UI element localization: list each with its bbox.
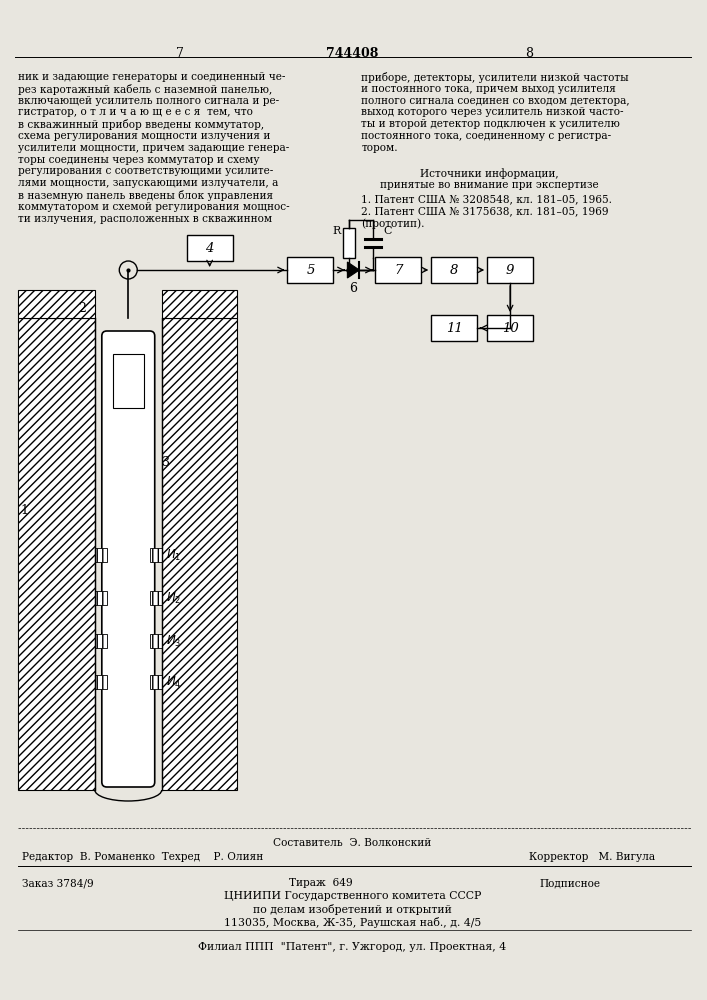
Text: включающей усилитель полного сигнала и ре-: включающей усилитель полного сигнала и р…	[18, 96, 279, 106]
Bar	[431, 257, 477, 283]
Polygon shape	[347, 262, 359, 278]
Bar	[113, 354, 144, 408]
Text: ник и задающие генераторы и соединенный че-: ник и задающие генераторы и соединенный …	[18, 72, 286, 82]
Text: 2. Патент США № 3175638, кл. 181–05, 1969: 2. Патент США № 3175638, кл. 181–05, 196…	[361, 206, 609, 216]
Text: $И_3$: $И_3$	[165, 633, 181, 649]
Text: 9: 9	[506, 263, 514, 276]
FancyBboxPatch shape	[102, 331, 155, 787]
Text: Филиал ППП  "Патент", г. Ужгород, ул. Проектная, 4: Филиал ППП "Патент", г. Ужгород, ул. Про…	[198, 942, 506, 952]
Text: коммутатором и схемой регулирования мощнос-: коммутатором и схемой регулирования мощн…	[18, 202, 290, 212]
Bar	[95, 675, 107, 689]
Text: Редактор  В. Романенко  Техред    Р. Олиян: Редактор В. Романенко Техред Р. Олиян	[22, 852, 263, 862]
Bar	[150, 675, 162, 689]
Text: Источники информации,: Источники информации,	[420, 168, 559, 179]
Text: 4: 4	[206, 241, 214, 254]
Bar	[187, 235, 233, 261]
Text: 10: 10	[502, 322, 518, 334]
Text: 8: 8	[450, 263, 458, 276]
Text: 744408: 744408	[326, 47, 378, 60]
Text: 8: 8	[525, 47, 533, 60]
Text: 113035, Москва, Ж-35, Раушская наб., д. 4/5: 113035, Москва, Ж-35, Раушская наб., д. …	[223, 917, 481, 928]
Text: (прототип).: (прототип).	[361, 218, 425, 229]
Bar	[162, 318, 237, 790]
Text: R: R	[332, 226, 340, 236]
Bar	[375, 257, 421, 283]
Bar	[487, 315, 533, 341]
Text: по делам изобретений и открытий: по делам изобретений и открытий	[253, 904, 452, 915]
Text: 1: 1	[20, 504, 28, 516]
Bar	[18, 318, 95, 790]
Text: постоянного тока, соединенному с регистра-: постоянного тока, соединенному с регистр…	[361, 131, 612, 141]
Bar	[150, 634, 162, 648]
Bar	[95, 548, 107, 562]
Text: Подписное: Подписное	[539, 878, 600, 888]
Text: гистратор, о т л и ч а ю щ е е с я  тем, что: гистратор, о т л и ч а ю щ е е с я тем, …	[18, 107, 253, 117]
Text: 2: 2	[78, 302, 86, 314]
Text: $И_2$: $И_2$	[165, 590, 181, 606]
Text: 11: 11	[446, 322, 462, 334]
Text: Составитель  Э. Волконский: Составитель Э. Волконский	[273, 838, 431, 848]
Text: схема регулирования мощности излучения и: схема регулирования мощности излучения и	[18, 131, 270, 141]
Text: Заказ 3784/9: Заказ 3784/9	[22, 878, 93, 888]
Text: регулирования с соответствующими усилите-: регулирования с соответствующими усилите…	[18, 166, 273, 176]
Text: и постоянного тока, причем выход усилителя: и постоянного тока, причем выход усилите…	[361, 84, 617, 94]
Text: 7: 7	[176, 47, 184, 60]
Text: полного сигнала соединен со входом детектора,: полного сигнала соединен со входом детек…	[361, 96, 630, 106]
Text: ти излучения, расположенных в скважинном: ти излучения, расположенных в скважинном	[18, 214, 272, 224]
Bar	[344, 228, 356, 258]
Text: C: C	[383, 226, 392, 236]
Bar	[95, 591, 107, 605]
Bar	[431, 315, 477, 341]
Text: 5: 5	[306, 263, 315, 276]
Text: рез каротажный кабель с наземной панелью,: рез каротажный кабель с наземной панелью…	[18, 84, 272, 95]
Bar	[162, 290, 237, 318]
Text: 6: 6	[349, 282, 357, 295]
Text: ты и второй детектор подключен к усилителю: ты и второй детектор подключен к усилите…	[361, 119, 620, 129]
Bar	[150, 591, 162, 605]
Text: торы соединены через коммутатор и схему: торы соединены через коммутатор и схему	[18, 155, 259, 165]
Text: в скважинный прибор введены коммутатор,: в скважинный прибор введены коммутатор,	[18, 119, 264, 130]
Bar	[288, 257, 334, 283]
Bar	[95, 634, 107, 648]
Bar	[487, 257, 533, 283]
Text: принятые во внимание при экспертизе: принятые во внимание при экспертизе	[380, 180, 598, 190]
Text: 3: 3	[162, 456, 170, 468]
Text: тором.: тором.	[361, 143, 398, 153]
Text: $И_1$: $И_1$	[165, 547, 181, 563]
Text: 1. Патент США № 3208548, кл. 181–05, 1965.: 1. Патент США № 3208548, кл. 181–05, 196…	[361, 194, 612, 204]
Bar	[18, 290, 95, 318]
Text: выход которого через усилитель низкой часто-: выход которого через усилитель низкой ча…	[361, 107, 624, 117]
Text: лями мощности, запускающими излучатели, а: лями мощности, запускающими излучатели, …	[18, 178, 279, 188]
Text: Корректор   М. Вигула: Корректор М. Вигула	[529, 852, 655, 862]
Text: ЦНИИПИ Государственного комитета СССР: ЦНИИПИ Государственного комитета СССР	[223, 891, 481, 901]
Text: в наземную панель введены блок управления: в наземную панель введены блок управлени…	[18, 190, 273, 201]
Text: $И_4$: $И_4$	[165, 674, 181, 690]
Text: приборе, детекторы, усилители низкой частоты: приборе, детекторы, усилители низкой час…	[361, 72, 629, 83]
Text: 7: 7	[394, 263, 402, 276]
Bar	[150, 548, 162, 562]
Text: усилители мощности, причем задающие генера-: усилители мощности, причем задающие гене…	[18, 143, 289, 153]
Text: Тираж  649: Тираж 649	[289, 878, 353, 888]
